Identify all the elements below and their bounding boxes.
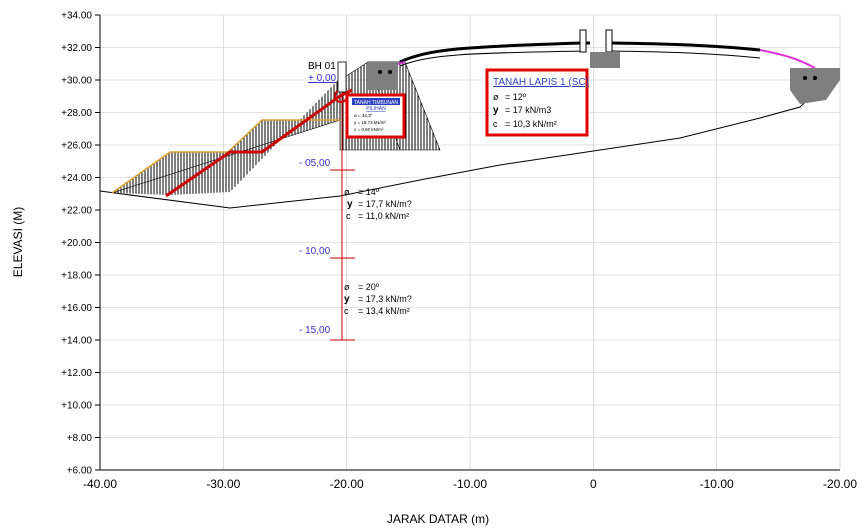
x-tick-label: -30.00 [206,477,240,491]
pavement-edge-left [397,61,406,65]
y-tick-label: +30.00 [61,76,92,87]
layer2-c-symbol: c [346,211,351,221]
y-tick-label: +22.00 [61,206,92,217]
borehole-name: BH 01 [308,61,336,72]
layer3-c-value: = 13,4 kN/m² [358,306,410,316]
y-tick-label: +24.00 [61,173,92,184]
pavement-edge-right [759,49,816,69]
y-tick-label: +18.00 [61,271,92,282]
layer2-gamma-symbol: y [347,199,353,210]
y-tick-label: +8.00 [67,433,93,444]
layer3-gamma-symbol: y [344,294,350,305]
median-barrier-left [579,29,587,53]
fill-line-c: c = 0,50 kN/m² [354,127,384,132]
layer1-title: TANAH LAPIS 1 (SC) [493,77,589,88]
layer1-gamma-symbol: y [493,105,499,116]
median-barrier-right [605,29,613,53]
natural-ground-line [99,87,821,209]
x-tick-label: -20.00 [823,477,857,491]
x-tick-label: -10.00 [700,477,734,491]
fill-subtitle: PILIHAN [366,106,386,112]
pavement-right [611,41,761,52]
fill-title-bar [352,98,400,105]
depth-label-15: - 15,00 [299,325,331,336]
y-tick-label: +34.00 [61,11,92,22]
y-tick-label: +26.00 [61,141,92,152]
right-drain-structure [790,68,840,104]
y-tick-label: +16.00 [61,303,92,314]
layer3-phi-value: = 20º [358,282,380,292]
layer3-gamma-value: = 17,3 kN/m? [358,294,412,304]
pavement-right-base [611,50,761,59]
y-tick-label: +32.00 [61,43,92,54]
x-tick-label: 0 [590,477,597,491]
x-axis-title: JARAK DATAR (m) [387,512,489,526]
y-tick-label: +14.00 [61,336,92,347]
layer1-box [485,68,589,137]
layer1-phi-symbol: ø [493,92,499,102]
pavement-left [399,41,590,64]
y-tick-label: +20.00 [61,238,92,249]
drain-pipe-right-2 [813,76,817,80]
drain-pipe-left-2 [388,70,392,74]
failure-surface-line [165,88,353,198]
embankment-lower-fill [112,78,340,195]
layer1-gamma-value: = 17 kN/m3 [505,105,551,115]
layer2-gamma-value: = 17,7 kN/m? [358,199,412,209]
depth-label-5: - 05,00 [299,158,331,169]
y-tick-label: +28.00 [61,108,92,119]
borehole-casing [337,61,347,93]
layer1-phi-value: = 12º [505,92,527,102]
layer3-c-symbol: c [344,306,349,316]
y-tick-label: +6.00 [67,466,93,477]
depth-label-10: - 10,00 [299,246,331,257]
y-tick-label: +12.00 [61,368,92,379]
layer2-phi-symbol: ø [344,187,350,197]
layer3-phi-symbol: ø [344,282,350,292]
fill-line-gamma: y = 18,73 kN/m² [354,120,386,125]
drain-pipe-right-1 [803,76,807,80]
x-tick-labels: -40.00 -30.00 -20.00 -10.00 0 -10.00 -20.00 [83,477,857,491]
borehole-top: + 0,00 [308,73,337,84]
left-drain-structure [368,62,398,90]
fill-title: TANAH TIMBUNAN [354,100,398,106]
drain-pipe-left-1 [378,70,382,74]
x-tick-label: -20.00 [330,477,364,491]
y-axis-title: ELEVASI (M) [11,207,25,277]
y-tick-labels: +34.00 +32.00 +30.00 +28.00 +26.00 +24.00 +22.… [61,11,100,477]
x-tick-label: -40.00 [83,477,117,491]
x-tick-label: -10.00 [453,477,487,491]
fill-line-phi: ø = 34,3º [354,113,373,118]
pavement-left-base [399,50,586,67]
layer1-c-symbol: c [493,119,498,129]
layer1-c-value: = 10,3 kN/m² [505,119,557,129]
median-footing [590,52,620,68]
layer2-c-value: = 11,0 kN/m² [358,211,409,221]
layer2-phi-value: = 14º [358,187,380,197]
y-tick-label: +10.00 [61,401,92,412]
